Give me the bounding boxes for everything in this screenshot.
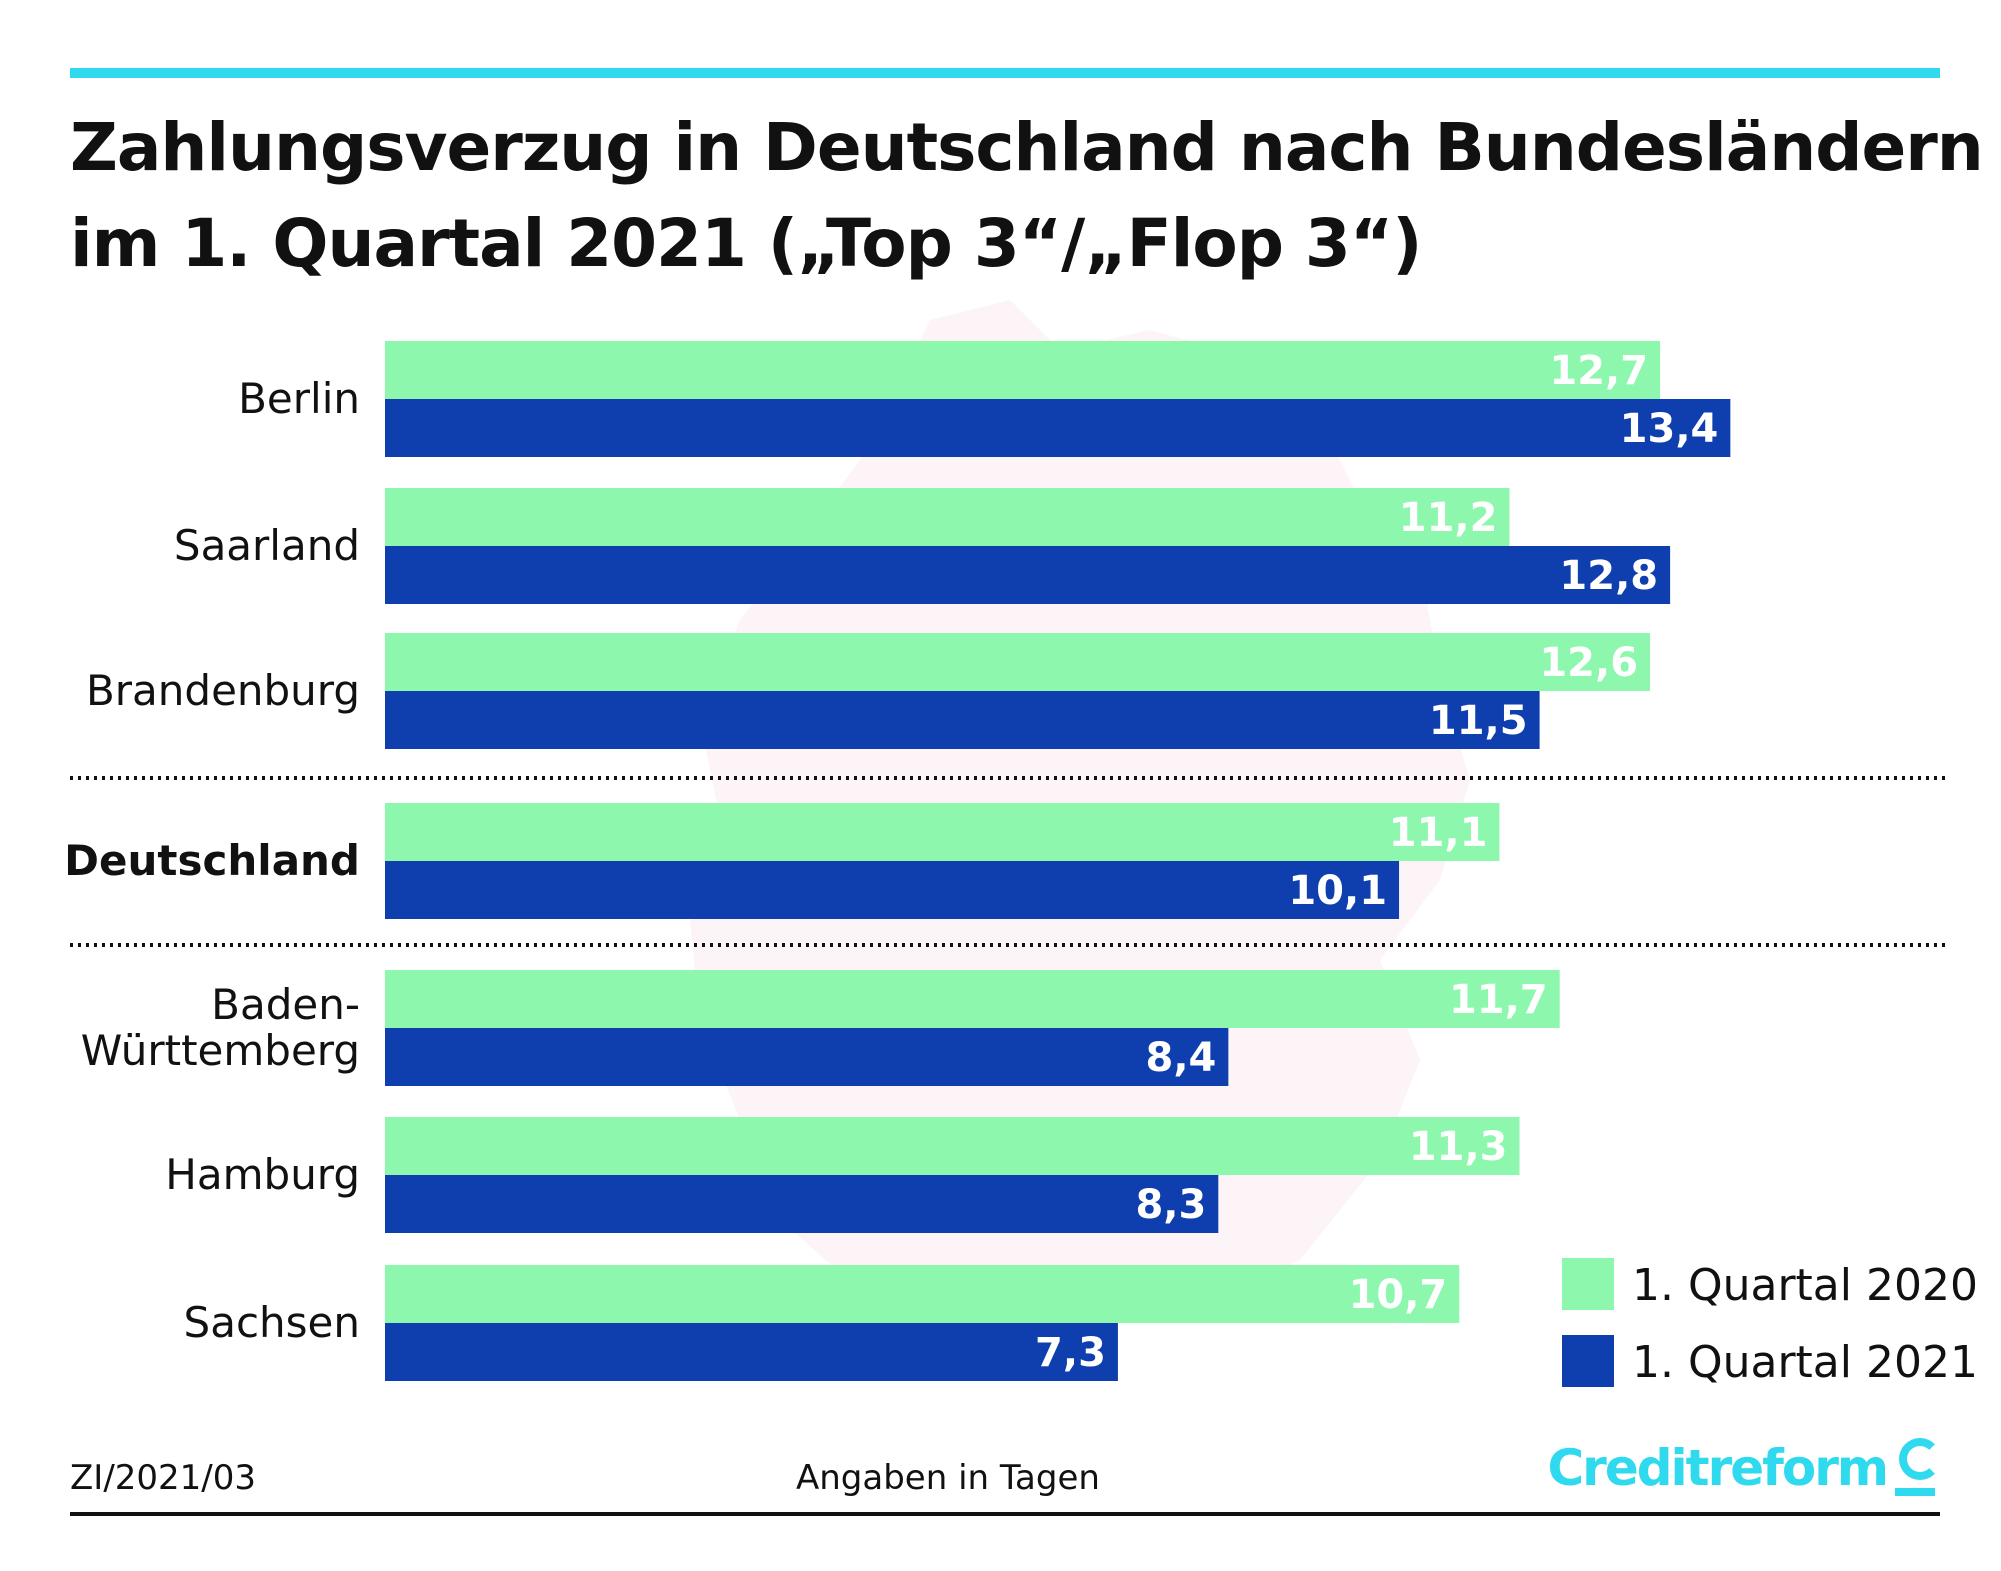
bar-baden-w-rttemberg-2021 — [385, 1028, 1229, 1086]
creditreform-logo: Creditreform — [1547, 1438, 1941, 1498]
bar-saarland-2021 — [385, 546, 1671, 604]
bar-sachsen-2020 — [385, 1265, 1460, 1323]
value-label-brandenburg-2020: 12,6 — [1539, 640, 1638, 686]
value-label-hamburg-2021: 8,3 — [1135, 1182, 1206, 1228]
chart-title-line-2: im 1. Quartal 2021 („Top 3“/„Flop 3“) — [70, 205, 1422, 282]
value-label-sachsen-2020: 10,7 — [1349, 1272, 1448, 1318]
value-label-sachsen-2021: 7,3 — [1035, 1330, 1106, 1376]
value-label-deutschland-2020: 11,1 — [1389, 810, 1488, 856]
chart-title-line-1: Zahlungsverzug in Deutschland nach Bunde… — [70, 109, 1984, 186]
bar-brandenburg-2021 — [385, 691, 1540, 749]
category-label-berlin: Berlin — [238, 374, 360, 423]
brand-wordmark: Creditreform — [1547, 1439, 1889, 1497]
value-label-baden-w-rttemberg-2020: 11,7 — [1449, 977, 1548, 1023]
chart-title: Zahlungsverzug in Deutschland nach Bunde… — [70, 100, 1984, 292]
value-label-berlin-2021: 13,4 — [1620, 406, 1719, 452]
legend-label-2021: 1. Quartal 2021 — [1632, 1337, 1978, 1388]
bar-deutschland-2020 — [385, 803, 1500, 861]
brand-mark-icon — [1895, 1438, 1941, 1498]
top-accent-rule — [70, 68, 1940, 78]
legend-swatch-2021 — [1562, 1335, 1614, 1387]
bar-hamburg-2020 — [385, 1117, 1520, 1175]
legend-swatch-2020 — [1562, 1258, 1614, 1310]
bar-deutschland-2021 — [385, 861, 1400, 919]
bar-sachsen-2021 — [385, 1323, 1118, 1381]
category-label-deutschland: Deutschland — [64, 836, 360, 885]
value-label-saarland-2021: 12,8 — [1559, 553, 1658, 599]
footer-unit-note: Angaben in Tagen — [796, 1458, 1100, 1498]
category-label-brandenburg: Brandenburg — [86, 666, 360, 715]
bar-hamburg-2021 — [385, 1175, 1219, 1233]
legend-label-2020: 1. Quartal 2020 — [1632, 1260, 1978, 1311]
category-label-sachsen: Sachsen — [184, 1298, 360, 1347]
bar-brandenburg-2020 — [385, 633, 1651, 691]
bottom-rule — [70, 1512, 1940, 1516]
bar-baden-w-rttemberg-2020 — [385, 970, 1560, 1028]
category-label-saarland: Saarland — [174, 521, 360, 570]
value-label-deutschland-2021: 10,1 — [1288, 868, 1387, 914]
value-label-hamburg-2020: 11,3 — [1409, 1124, 1508, 1170]
bar-berlin-2021 — [385, 399, 1731, 457]
bar-saarland-2020 — [385, 488, 1510, 546]
value-label-berlin-2020: 12,7 — [1549, 348, 1648, 394]
value-label-brandenburg-2021: 11,5 — [1429, 698, 1528, 744]
value-label-saarland-2020: 11,2 — [1399, 495, 1498, 541]
category-label-hamburg: Hamburg — [165, 1150, 360, 1199]
value-label-baden-w-rttemberg-2021: 8,4 — [1146, 1035, 1217, 1081]
category-label-baden-w-rttemberg: Baden-Württemberg — [81, 980, 360, 1075]
bar-berlin-2020 — [385, 341, 1661, 399]
footer-code: ZI/2021/03 — [70, 1458, 257, 1498]
